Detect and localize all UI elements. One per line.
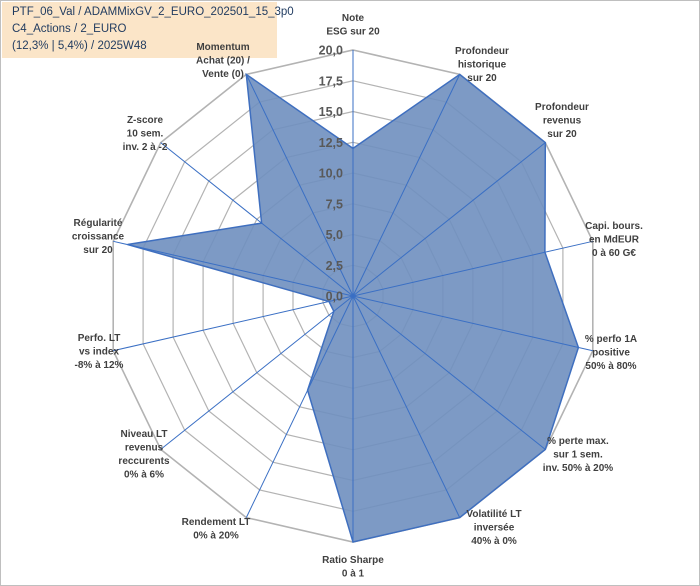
axis-label-line: 50% à 80%: [585, 361, 636, 372]
axis-label-line: inv. 50% à 20%: [543, 463, 614, 474]
axis-label: Profondeur historique sur 20: [455, 46, 509, 84]
tick-label: 12,5: [319, 136, 343, 150]
axis-label-line: Momentum: [196, 42, 249, 53]
axis-label: Momentum Achat (20) / Vente (0): [196, 42, 250, 80]
asset-class: C4_Actions / 2_EURO: [12, 23, 127, 35]
tick-label: 7,5: [326, 197, 343, 211]
radar-spokes: [113, 50, 593, 542]
axis-label-line: en MdEUR: [589, 235, 640, 246]
axis-label-line: sur 20: [467, 73, 497, 84]
tick-label: 10,0: [319, 167, 343, 181]
axis-label-line: Rendement LT: [182, 517, 251, 528]
tick-label: 5,0: [326, 228, 343, 242]
axis-label-line: Volatilité LT: [466, 509, 521, 520]
axis-label: Rendement LT 0% à 20%: [182, 517, 251, 542]
axis-label: Profondeur revenus sur 20: [535, 102, 589, 140]
axis-label-line: 0 à 60 G€: [592, 248, 636, 259]
axis-spoke: [160, 142, 354, 297]
axis-spoke: [160, 295, 354, 450]
axis-label-line: sur 20: [547, 129, 577, 140]
axis-label-line: sur 20: [83, 245, 113, 256]
axis-label-line: 0% à 20%: [193, 531, 239, 542]
axis-spoke: [113, 295, 354, 352]
radar-axis-labels: Note ESG sur 20 Profondeur historique sur 20…: [72, 13, 643, 580]
axis-spoke: [352, 295, 593, 352]
portfolio-info-box: PTF_06_Val / ADAMMixGV_2_EURO_202501_15_…: [2, 2, 294, 58]
axis-label-line: Niveau LT: [120, 429, 167, 440]
axis-label-line: 40% à 0%: [471, 536, 517, 547]
tick-label: 15,0: [319, 105, 343, 119]
axis-spoke: [113, 240, 354, 297]
axis-label-line: 10 sem.: [127, 129, 164, 140]
axis-label-line: positive: [592, 348, 630, 359]
axis-spoke: [352, 74, 461, 297]
axis-label-line: croissance: [72, 232, 125, 243]
axis-label-line: ESG sur 20: [326, 27, 380, 38]
axis-label-line: Note: [342, 13, 365, 24]
axis-label: Capi. bours. en MdEUR 0 à 60 G€: [585, 221, 643, 259]
axis-label: Niveau LT revenus reccurents 0% à 6%: [118, 429, 170, 481]
axis-label: Z-score 10 sem. inv. 2 à -2: [123, 115, 168, 153]
axis-label-line: Ratio Sharpe: [322, 555, 384, 566]
axis-label-line: inversée: [474, 523, 515, 534]
portfolio-name: PTF_06_Val / ADAMMixGV_2_EURO_202501_15_…: [12, 6, 294, 18]
performance-week: (12,3% | 5,4%) / 2025W48: [12, 40, 147, 52]
axis-label-line: Perfo. LT: [78, 333, 121, 344]
axis-spoke: [245, 295, 354, 518]
axis-label-line: 0% à 6%: [124, 470, 164, 481]
axis-label: Ratio Sharpe 0 à 1: [322, 555, 384, 580]
axis-spoke: [352, 240, 593, 297]
axis-label-line: % perfo 1A: [585, 334, 637, 345]
tick-label: 17,5: [319, 74, 343, 88]
axis-label-line: Z-score: [127, 115, 164, 126]
axis-label-line: vs index: [79, 347, 119, 358]
tick-label: 20,0: [319, 44, 343, 58]
axis-label-line: historique: [458, 60, 507, 71]
axis-label-line: -8% à 12%: [75, 360, 124, 371]
axis-label-line: Vente (0): [202, 69, 244, 80]
axis-label: % perfo 1A positive 50% à 80%: [585, 334, 637, 372]
axis-label-line: Achat (20) /: [196, 56, 250, 67]
axis-spoke: [352, 295, 546, 450]
axis-label-line: inv. 2 à -2: [123, 142, 168, 153]
axis-label: Régularité croissance sur 20: [72, 218, 125, 256]
axis-label-line: Profondeur: [455, 46, 509, 57]
axis-label-line: Capi. bours.: [585, 221, 643, 232]
axis-label-line: sur 1 sem.: [553, 450, 603, 461]
axis-label-line: revenus: [125, 443, 164, 454]
axis-label: Perfo. LT vs index -8% à 12%: [75, 333, 124, 371]
axis-spoke: [245, 74, 354, 297]
axis-label: Note ESG sur 20: [326, 13, 380, 38]
axis-label-line: Profondeur: [535, 102, 589, 113]
axis-label: Volatilité LT inversée 40% à 0%: [466, 509, 521, 547]
axis-label-line: % perte max.: [547, 436, 609, 447]
axis-spoke: [352, 295, 461, 518]
axis-label-line: revenus: [543, 116, 582, 127]
axis-spoke: [352, 142, 546, 297]
tick-label: 2,5: [326, 259, 343, 273]
axis-label-line: reccurents: [118, 456, 170, 467]
axis-label-line: 0 à 1: [342, 569, 365, 580]
tick-label: 0,0: [326, 290, 343, 304]
radar-tick-labels: 0,0 2,5 5,0 7,5 10,0 12,5 15,0 17,5 20,0: [319, 44, 343, 304]
axis-label: % perte max. sur 1 sem. inv. 50% à 20%: [543, 436, 614, 474]
axis-label-line: Régularité: [74, 218, 123, 229]
